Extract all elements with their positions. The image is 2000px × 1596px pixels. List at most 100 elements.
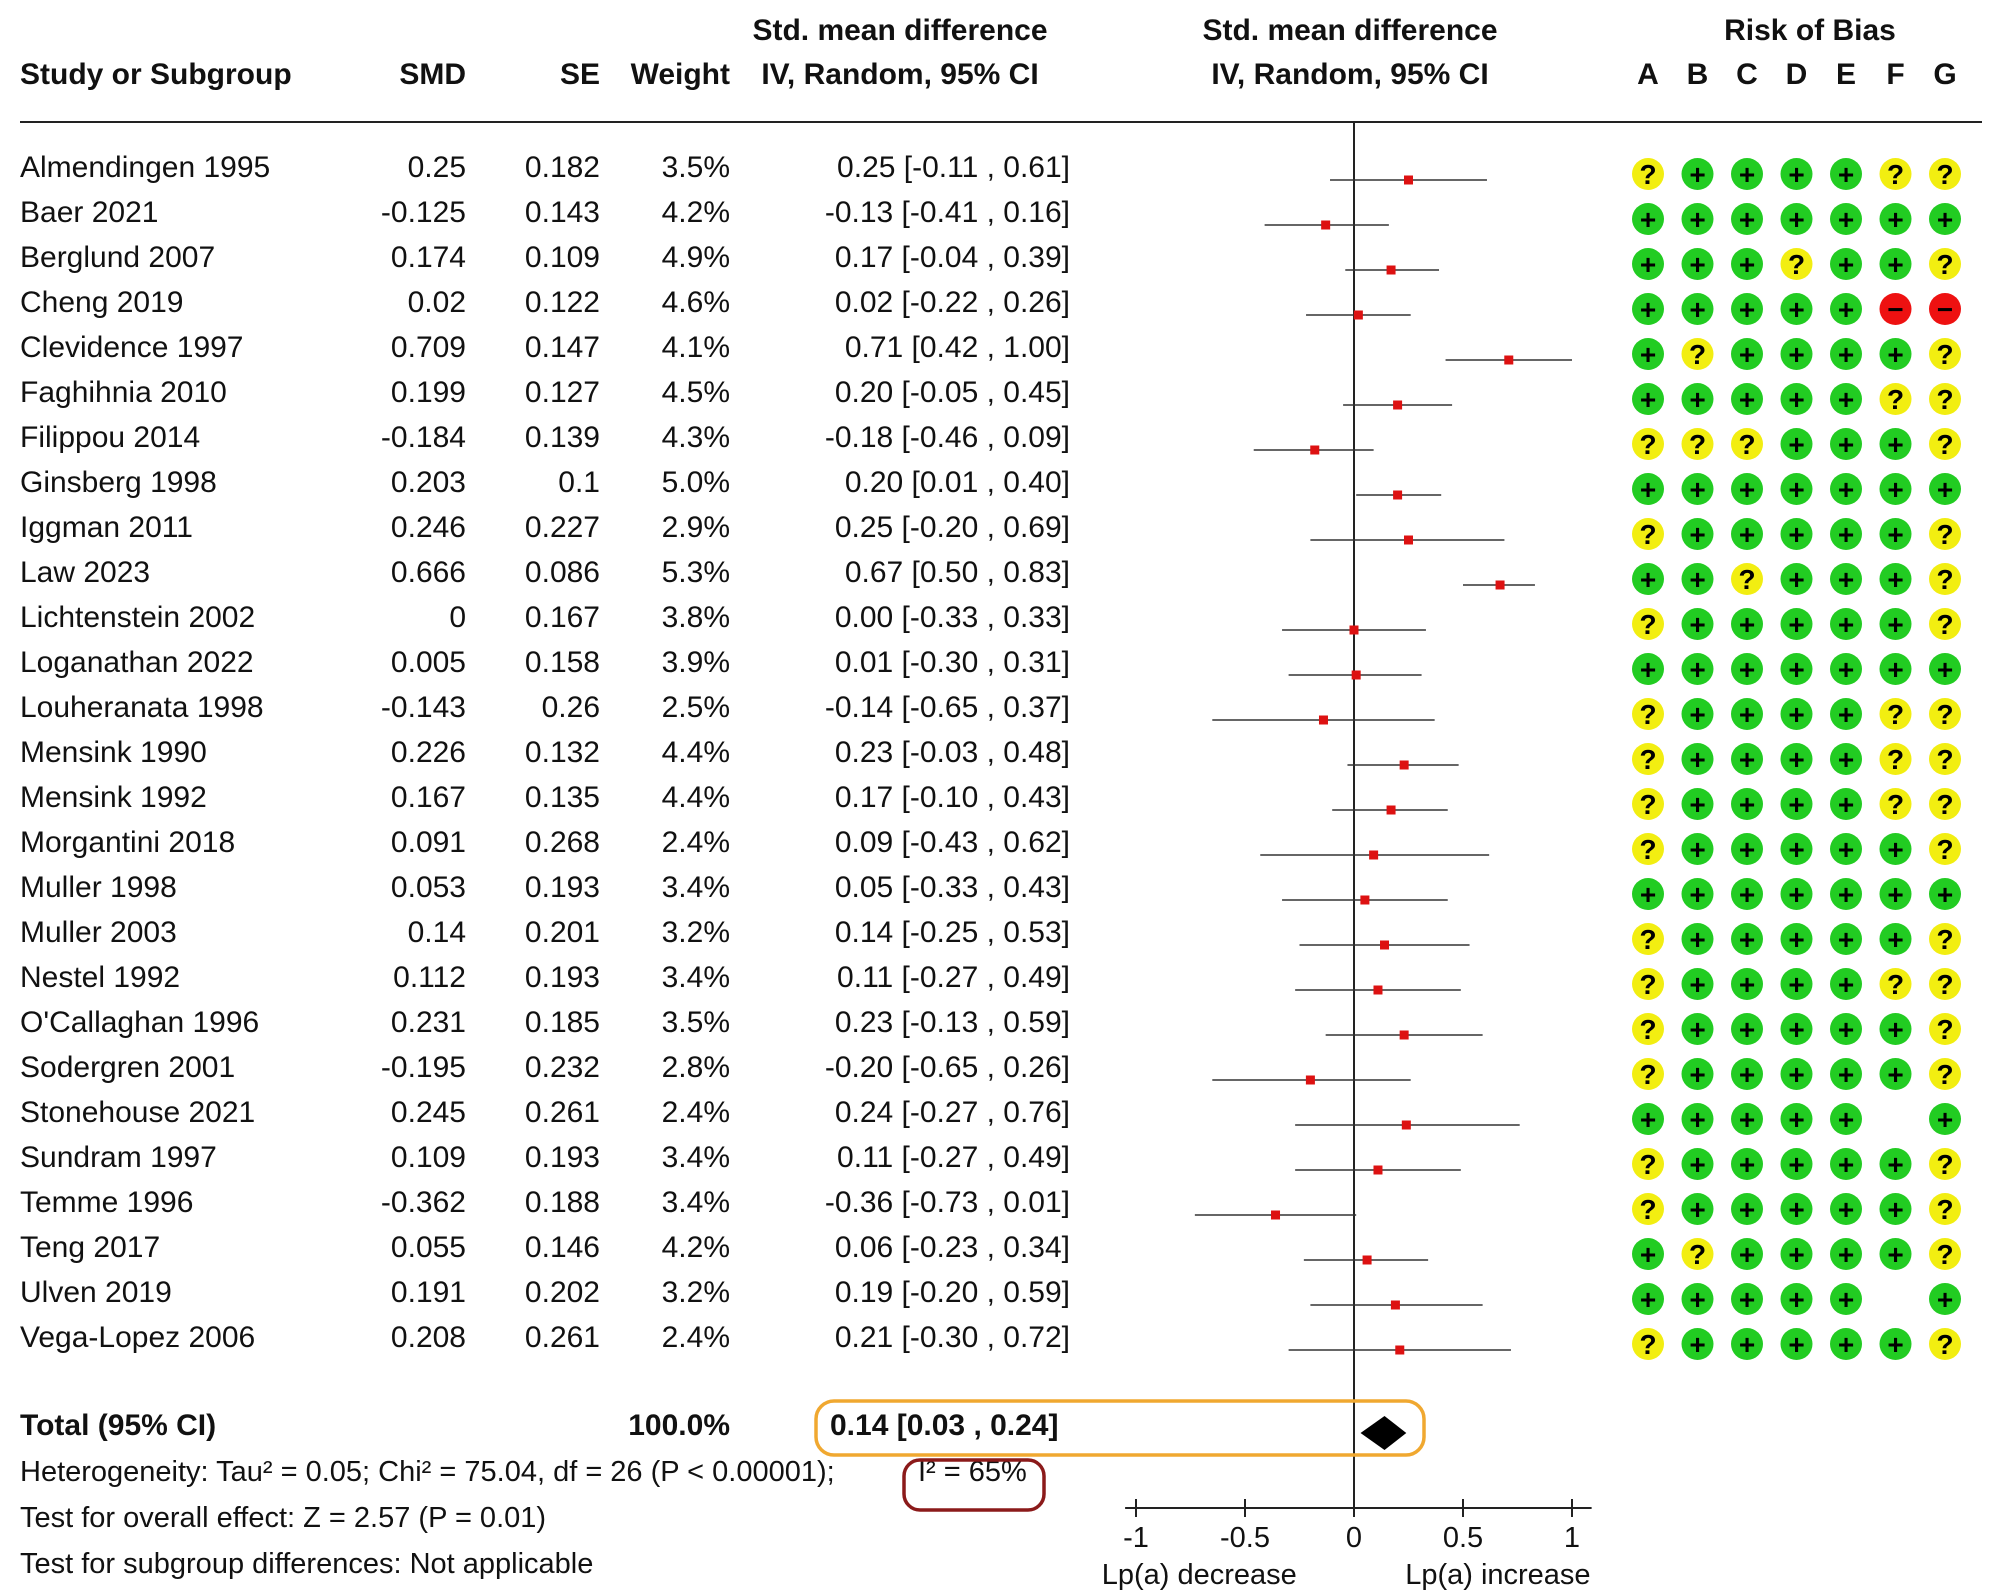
rob-indicator-symbol: + [1838,1059,1854,1090]
study-ci: -0.18 [-0.46 , 0.09] [824,421,1070,454]
rob-indicator-symbol: + [1887,339,1903,370]
rob-indicator [1731,1238,1763,1270]
rob-indicator-symbol: + [1788,204,1804,235]
rob-indicator [1632,428,1664,460]
rob-indicator-symbol: + [1838,1149,1854,1180]
rob-indicator-symbol: ? [1639,1014,1656,1045]
study-weight: 2.9% [661,511,730,544]
rob-indicator-symbol: + [1838,204,1854,235]
study-point [1386,805,1396,815]
rob-indicator-symbol: + [1788,699,1804,730]
rob-indicator-symbol: + [1838,474,1854,505]
rob-indicator [1632,788,1664,820]
study-point [1386,265,1396,275]
rob-indicator [1929,923,1961,955]
study-se: 0.261 [524,1096,600,1129]
rob-indicator [1681,833,1714,865]
rob-indicator-symbol: + [1739,204,1755,235]
rob-indicator [1632,1193,1664,1225]
rob-indicator-symbol: + [1689,1059,1705,1090]
rob-indicator [1929,833,1961,865]
rob-indicator [1879,1238,1912,1270]
rob-indicator [1879,923,1912,955]
study-se: 0.135 [524,781,600,814]
rob-indicator-symbol: + [1937,1104,1953,1135]
rob-indicator-symbol: + [1739,384,1755,415]
rob-indicator-symbol: + [1689,294,1705,325]
study-se: 0.167 [524,601,600,634]
rob-indicator [1929,248,1961,280]
study-se: 0.193 [524,871,600,904]
study-weight: 2.4% [661,1321,730,1354]
study-smd: 0.109 [390,1141,466,1174]
rob-indicator-symbol: + [1838,1329,1854,1360]
study-name: Cheng 2019 [20,286,184,319]
rob-indicator-symbol: + [1838,249,1854,280]
rob-indicator [1780,743,1813,775]
rob-indicator-symbol: + [1689,474,1705,505]
rob-indicator [1929,428,1961,460]
study-ci: 0.21 [-0.30 , 0.72] [834,1321,1070,1354]
study-smd: 0.246 [390,511,466,544]
rob-indicator [1830,383,1862,415]
rob-indicator [1731,248,1763,280]
rob-indicator-symbol: + [1788,429,1804,460]
rob-indicator-symbol: ? [1936,1014,1953,1045]
rob-indicator [1929,1193,1961,1225]
rob-indicator-symbol: + [1739,1014,1755,1045]
rob-indicator [1879,743,1912,775]
study-smd: 0 [449,601,466,634]
study-weight: 4.2% [661,1231,730,1264]
rob-indicator-symbol: + [1937,1284,1953,1315]
study-name: Sodergren 2001 [20,1051,236,1084]
study-se: 0.26 [541,691,600,724]
rob-indicator-symbol: + [1788,1059,1804,1090]
rob-indicator [1929,473,1961,505]
rob-indicator [1780,1193,1813,1225]
rob-indicator [1780,1283,1813,1315]
rob-indicator-symbol: + [1689,654,1705,685]
rob-indicator-symbol: + [1887,519,1903,550]
rob-indicator [1731,293,1763,325]
rob-indicator [1681,1013,1714,1045]
rob-indicator-symbol: − [1887,294,1903,325]
rob-indicator [1830,1193,1862,1225]
rob-indicator [1731,383,1763,415]
study-point [1404,535,1413,545]
rob-indicator [1830,473,1862,505]
rob-indicator [1879,248,1912,280]
header-risk-of-bias: Risk of Bias [1724,14,1896,47]
rob-indicator-symbol: + [1788,1329,1804,1360]
rob-indicator-symbol: + [1838,744,1854,775]
x-axis-tick-label: 1 [1564,1522,1580,1554]
rob-indicator-symbol: + [1838,1284,1854,1315]
rob-indicator [1731,158,1763,190]
rob-indicator-symbol: ? [1936,699,1953,730]
rob-indicator [1780,1013,1813,1045]
rob-indicator-symbol: + [1788,1014,1804,1045]
rob-indicator [1879,428,1912,460]
study-point [1369,850,1379,860]
rob-indicator-symbol: ? [1887,159,1904,190]
rob-indicator-symbol: + [1838,1194,1854,1225]
rob-indicator-symbol: + [1689,204,1705,235]
rob-indicator-symbol: + [1887,249,1903,280]
study-point [1395,1345,1405,1355]
study-smd: 0.091 [390,826,466,859]
rob-indicator-symbol: + [1937,474,1953,505]
pooled-diamond [1360,1416,1407,1450]
rob-indicator-symbol: + [1788,609,1804,640]
rob-indicator [1830,1283,1862,1315]
rob-indicator [1780,1328,1813,1360]
rob-indicator-symbol: + [1640,879,1656,910]
rob-indicator [1929,1058,1961,1090]
rob-indicator-symbol: + [1689,1104,1705,1135]
rob-indicator [1681,608,1714,640]
total-label: Total (95% CI) [20,1409,217,1442]
study-se: 0.132 [524,736,600,769]
rob-indicator [1681,788,1714,820]
rob-indicator-symbol: + [1838,339,1854,370]
rob-indicator [1681,1328,1714,1360]
rob-indicator-symbol: + [1887,204,1903,235]
rob-indicator [1632,1148,1664,1180]
